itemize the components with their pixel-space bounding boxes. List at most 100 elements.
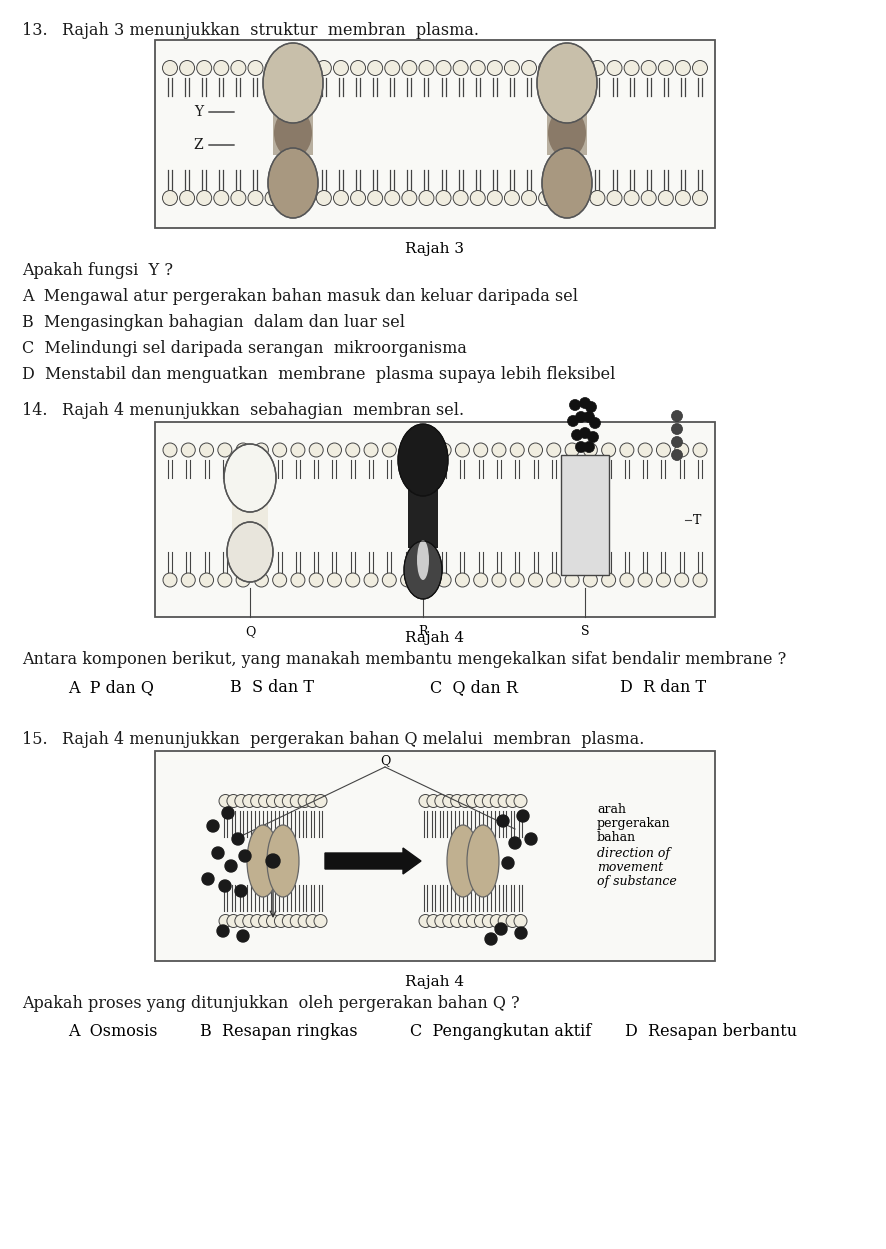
Circle shape xyxy=(180,60,195,75)
Text: Antara komponen berikut, yang manakah membantu mengekalkan sifat bendalir membra: Antara komponen berikut, yang manakah me… xyxy=(22,651,786,668)
Circle shape xyxy=(402,60,416,75)
Text: 15.: 15. xyxy=(22,731,48,748)
Circle shape xyxy=(504,191,519,206)
Circle shape xyxy=(306,914,319,928)
Circle shape xyxy=(570,400,580,411)
Circle shape xyxy=(316,191,331,206)
Circle shape xyxy=(225,861,237,872)
Circle shape xyxy=(419,914,432,928)
Ellipse shape xyxy=(542,147,592,219)
Circle shape xyxy=(437,573,451,587)
Circle shape xyxy=(218,573,232,587)
Circle shape xyxy=(265,60,280,75)
Circle shape xyxy=(467,914,479,928)
Circle shape xyxy=(283,914,295,928)
Circle shape xyxy=(568,416,579,426)
Circle shape xyxy=(657,573,671,587)
Circle shape xyxy=(435,914,447,928)
Text: B  Resapan ringkas: B Resapan ringkas xyxy=(200,1023,358,1040)
Text: Apakah proses yang ditunjukkan  oleh pergerakan bahan Q ?: Apakah proses yang ditunjukkan oleh perg… xyxy=(22,995,519,1012)
Circle shape xyxy=(506,914,519,928)
Circle shape xyxy=(495,923,507,936)
Text: A  P dan Q: A P dan Q xyxy=(68,679,154,696)
Circle shape xyxy=(509,837,521,849)
Circle shape xyxy=(259,794,272,808)
Text: Z: Z xyxy=(193,137,203,152)
Circle shape xyxy=(514,914,527,928)
Circle shape xyxy=(641,60,657,75)
Circle shape xyxy=(182,573,195,587)
Circle shape xyxy=(504,60,519,75)
Text: D  Resapan berbantu: D Resapan berbantu xyxy=(625,1023,797,1040)
Circle shape xyxy=(490,914,503,928)
Circle shape xyxy=(573,60,587,75)
Circle shape xyxy=(607,191,622,206)
Circle shape xyxy=(492,443,506,457)
Circle shape xyxy=(299,794,311,808)
Circle shape xyxy=(517,811,529,822)
Circle shape xyxy=(232,833,244,846)
Bar xyxy=(547,110,587,155)
Circle shape xyxy=(254,573,268,587)
Circle shape xyxy=(443,794,455,808)
Text: P: P xyxy=(419,433,427,447)
Circle shape xyxy=(351,191,366,206)
Bar xyxy=(155,422,715,617)
Circle shape xyxy=(675,573,688,587)
Text: Rajah 3 menunjukkan  struktur  membran  plasma.: Rajah 3 menunjukkan struktur membran pla… xyxy=(62,22,479,39)
Circle shape xyxy=(474,443,487,457)
Ellipse shape xyxy=(537,42,597,122)
Circle shape xyxy=(482,794,495,808)
Text: A  Mengawal atur pergerakan bahan masuk dan keluar daripada sel: A Mengawal atur pergerakan bahan masuk d… xyxy=(22,289,578,305)
Circle shape xyxy=(419,443,433,457)
Circle shape xyxy=(243,914,256,928)
Bar xyxy=(273,110,313,155)
Circle shape xyxy=(672,411,682,421)
Circle shape xyxy=(251,914,264,928)
Text: of substance: of substance xyxy=(597,876,677,888)
Circle shape xyxy=(351,60,366,75)
Circle shape xyxy=(282,191,297,206)
Circle shape xyxy=(470,60,486,75)
Circle shape xyxy=(299,914,311,928)
Text: 13.: 13. xyxy=(22,22,48,39)
Circle shape xyxy=(455,443,470,457)
Circle shape xyxy=(231,191,246,206)
Circle shape xyxy=(275,794,287,808)
Circle shape xyxy=(693,443,707,457)
Circle shape xyxy=(451,794,463,808)
Circle shape xyxy=(583,443,597,457)
Ellipse shape xyxy=(263,42,323,122)
Text: arah: arah xyxy=(597,803,626,816)
Text: C  Pengangkutan aktif: C Pengangkutan aktif xyxy=(410,1023,591,1040)
Circle shape xyxy=(235,794,248,808)
Circle shape xyxy=(400,573,415,587)
Text: R: R xyxy=(418,624,428,638)
Circle shape xyxy=(275,914,287,928)
Ellipse shape xyxy=(447,826,479,897)
Circle shape xyxy=(490,794,503,808)
Circle shape xyxy=(291,573,305,587)
Circle shape xyxy=(222,807,234,819)
Text: D  Menstabil dan menguatkan  membrane  plasma supaya lebih fleksibel: D Menstabil dan menguatkan membrane plas… xyxy=(22,366,616,383)
Circle shape xyxy=(498,914,511,928)
Circle shape xyxy=(602,443,616,457)
Circle shape xyxy=(163,443,177,457)
Circle shape xyxy=(314,794,327,808)
Bar xyxy=(408,480,438,548)
Circle shape xyxy=(306,794,319,808)
Text: Apakah fungsi  Y ?: Apakah fungsi Y ? xyxy=(22,262,173,279)
Circle shape xyxy=(267,914,279,928)
Circle shape xyxy=(402,191,416,206)
Ellipse shape xyxy=(227,522,273,582)
Circle shape xyxy=(672,423,682,435)
Circle shape xyxy=(162,191,177,206)
Circle shape xyxy=(235,914,248,928)
Circle shape xyxy=(589,417,601,428)
Circle shape xyxy=(515,927,527,939)
Circle shape xyxy=(624,191,639,206)
Circle shape xyxy=(514,794,527,808)
Circle shape xyxy=(584,441,595,452)
Circle shape xyxy=(590,191,605,206)
Circle shape xyxy=(565,443,579,457)
